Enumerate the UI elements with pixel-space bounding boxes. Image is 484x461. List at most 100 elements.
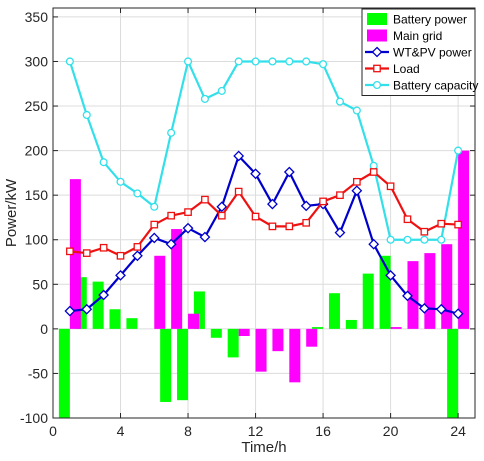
data-point-diamond xyxy=(435,303,447,315)
data-point-diamond xyxy=(250,168,261,180)
data-point-square xyxy=(150,220,159,229)
data-point-diamond xyxy=(81,303,93,315)
data-point-circle xyxy=(420,235,429,244)
bar-battery-power xyxy=(210,328,222,338)
data-point-square xyxy=(251,212,260,221)
bar-main-grid xyxy=(69,179,81,329)
x-tick-label: 16 xyxy=(315,423,331,439)
data-point-diamond xyxy=(267,198,278,210)
bar-battery-power xyxy=(160,328,172,402)
data-point-square xyxy=(302,218,311,227)
bar-battery-power xyxy=(227,328,239,358)
legend-label: Load xyxy=(393,62,420,76)
data-point-square xyxy=(217,211,226,220)
y-tick-label: -50 xyxy=(28,365,48,381)
data-point-square xyxy=(116,251,125,260)
data-point-circle xyxy=(183,57,193,66)
data-point-diamond xyxy=(216,201,228,213)
data-point-circle xyxy=(234,57,243,66)
x-tick-label: 0 xyxy=(49,423,57,439)
legend-label: Battery power xyxy=(393,13,467,27)
data-point-diamond xyxy=(115,269,126,281)
data-point-circle xyxy=(319,60,328,69)
bar-main-grid xyxy=(272,328,284,352)
data-point-circle xyxy=(335,97,345,106)
data-point-circle xyxy=(99,158,108,167)
bar-main-grid xyxy=(407,261,419,329)
y-tick-label: 0 xyxy=(40,321,48,337)
bar-battery-power xyxy=(345,319,357,329)
y-axis-title: Power/kW xyxy=(3,178,20,247)
data-point-circle xyxy=(403,235,412,244)
legend-label: Battery capacity xyxy=(393,79,478,93)
data-point-circle xyxy=(116,177,125,186)
bar-battery-power xyxy=(177,328,189,401)
data-point-diamond xyxy=(368,238,380,250)
data-point-circle xyxy=(251,57,260,66)
data-point-square xyxy=(336,191,344,200)
bar-battery-power xyxy=(75,277,87,329)
data-point-square xyxy=(234,187,243,196)
y-tick-label: 250 xyxy=(25,98,49,114)
data-point-circle xyxy=(302,57,311,66)
data-point-circle xyxy=(285,57,294,66)
data-point-square xyxy=(99,243,108,252)
data-point-circle xyxy=(352,106,361,115)
data-point-circle xyxy=(150,202,159,211)
data-point-square xyxy=(386,182,395,191)
data-point-square xyxy=(66,247,74,256)
y-tick-label: -100 xyxy=(20,410,48,426)
bar-main-grid xyxy=(238,328,250,336)
data-point-diamond xyxy=(452,308,464,320)
bar-battery-power xyxy=(362,273,374,329)
data-point-square xyxy=(285,222,294,231)
data-point-square xyxy=(420,227,429,236)
data-point-circle xyxy=(454,146,463,155)
data-point-diamond xyxy=(283,166,295,178)
data-point-square xyxy=(319,197,327,206)
bar-battery-power xyxy=(328,293,340,329)
data-point-circle xyxy=(217,86,226,95)
data-point-diamond xyxy=(131,250,143,262)
x-axis-title: Time/h xyxy=(241,439,286,456)
data-point-circle xyxy=(65,57,74,66)
bar-main-grid xyxy=(306,328,318,347)
data-point-diamond xyxy=(351,185,363,197)
bar-main-grid xyxy=(458,150,470,329)
data-point-square xyxy=(437,219,446,228)
legend-label: WT&PV power xyxy=(393,46,472,60)
data-point-circle xyxy=(200,94,209,103)
data-point-square xyxy=(268,222,277,231)
series-line-diamond xyxy=(69,154,459,315)
data-point-circle xyxy=(82,110,91,120)
line-marks xyxy=(64,57,464,320)
data-point-square xyxy=(369,168,378,176)
series-line-square xyxy=(69,170,459,257)
y-tick-label: 200 xyxy=(25,143,49,159)
data-point-square xyxy=(167,211,176,220)
bar-marks xyxy=(58,150,470,418)
data-point-diamond xyxy=(182,222,194,234)
y-tick-label: 50 xyxy=(32,276,48,292)
data-point-square xyxy=(133,243,142,251)
data-point-diamond xyxy=(199,231,211,243)
legend: Battery power Main grid WT&PV power Load Bat… xyxy=(361,8,478,96)
data-point-diamond xyxy=(165,238,177,250)
plot-frame xyxy=(52,7,476,419)
bar-main-grid xyxy=(289,328,301,383)
bar-main-grid xyxy=(171,229,183,329)
data-point-square xyxy=(201,195,209,204)
data-point-diamond xyxy=(334,227,346,239)
y-tick-label: 100 xyxy=(25,232,49,248)
data-point-circle xyxy=(369,161,378,170)
bar-battery-power xyxy=(126,318,138,329)
data-point-diamond xyxy=(402,290,413,302)
data-point-square xyxy=(403,215,412,224)
data-point-diamond xyxy=(148,232,160,244)
data-point-square xyxy=(454,220,462,229)
legend-marker xyxy=(371,46,383,58)
data-point-square xyxy=(82,249,91,257)
bar-battery-power xyxy=(312,327,324,329)
data-point-circle xyxy=(167,128,176,137)
